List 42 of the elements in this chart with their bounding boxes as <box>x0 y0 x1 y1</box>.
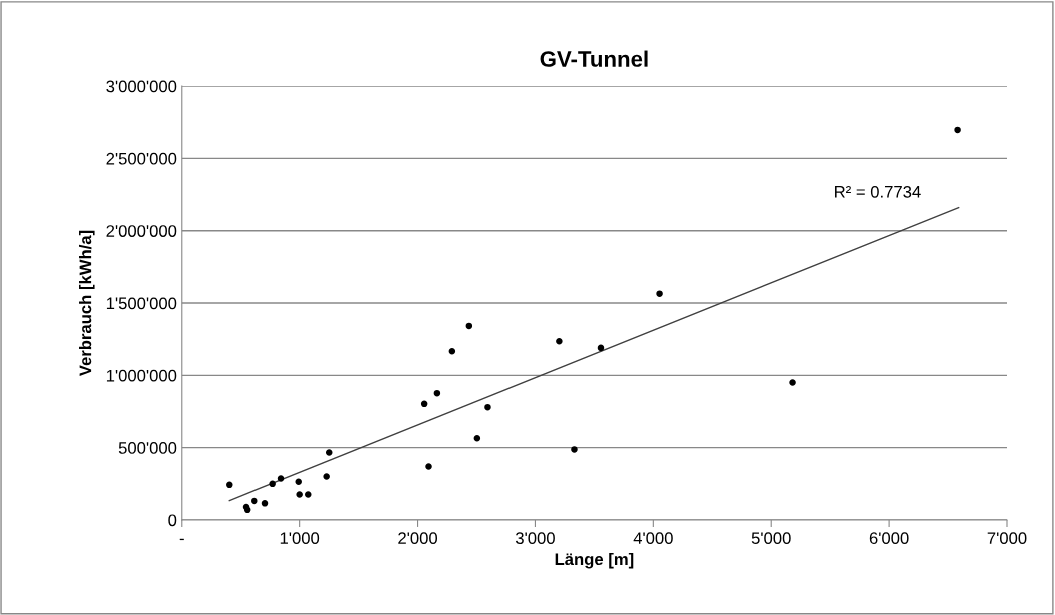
point <box>420 400 428 408</box>
point <box>251 497 258 505</box>
point <box>556 337 563 345</box>
y-tick-label: 0 <box>168 514 177 527</box>
point <box>433 389 441 397</box>
point <box>789 379 796 386</box>
point <box>296 491 303 498</box>
point <box>473 435 481 442</box>
y-tick-label: 1'500'000 <box>106 297 177 310</box>
x-tick-label: 2'000 <box>398 532 438 545</box>
point <box>295 478 302 486</box>
y-tick-label: 3'000'000 <box>106 80 177 93</box>
point <box>448 347 456 355</box>
point <box>465 322 473 330</box>
y-tick-label: 500'000 <box>118 442 177 454</box>
annotation: R² = 0.7734 <box>835 185 921 198</box>
x-tick-label: 5'000 <box>751 532 791 545</box>
x-tick-label: 6'000 <box>869 532 909 545</box>
point <box>425 463 432 470</box>
y-tick-label: 2'500'000 <box>106 152 177 165</box>
point <box>261 500 269 507</box>
point <box>597 344 605 352</box>
x-axis-title: Länge [m] <box>555 552 634 569</box>
point <box>954 126 961 134</box>
x-tick-label: - <box>179 538 184 541</box>
y-axis-title: Verbrauch [kWh/a] <box>79 230 95 377</box>
chart-title: GV-Tunnel <box>540 50 648 67</box>
point <box>305 491 312 498</box>
point <box>226 481 233 489</box>
x-tick-label: 3'000 <box>515 532 555 545</box>
point <box>571 446 578 453</box>
y-tick-label: 2'000'000 <box>106 225 177 237</box>
point <box>484 403 491 411</box>
point <box>326 449 333 456</box>
y-tick-label: 1'000'000 <box>106 369 177 382</box>
point <box>323 473 330 480</box>
point <box>656 290 663 297</box>
point <box>269 480 276 488</box>
point <box>277 475 285 482</box>
x-tick-label: 7'000 <box>987 532 1027 545</box>
x-tick-label: 1'000 <box>280 532 320 545</box>
x-tick-label: 4'000 <box>633 532 673 545</box>
